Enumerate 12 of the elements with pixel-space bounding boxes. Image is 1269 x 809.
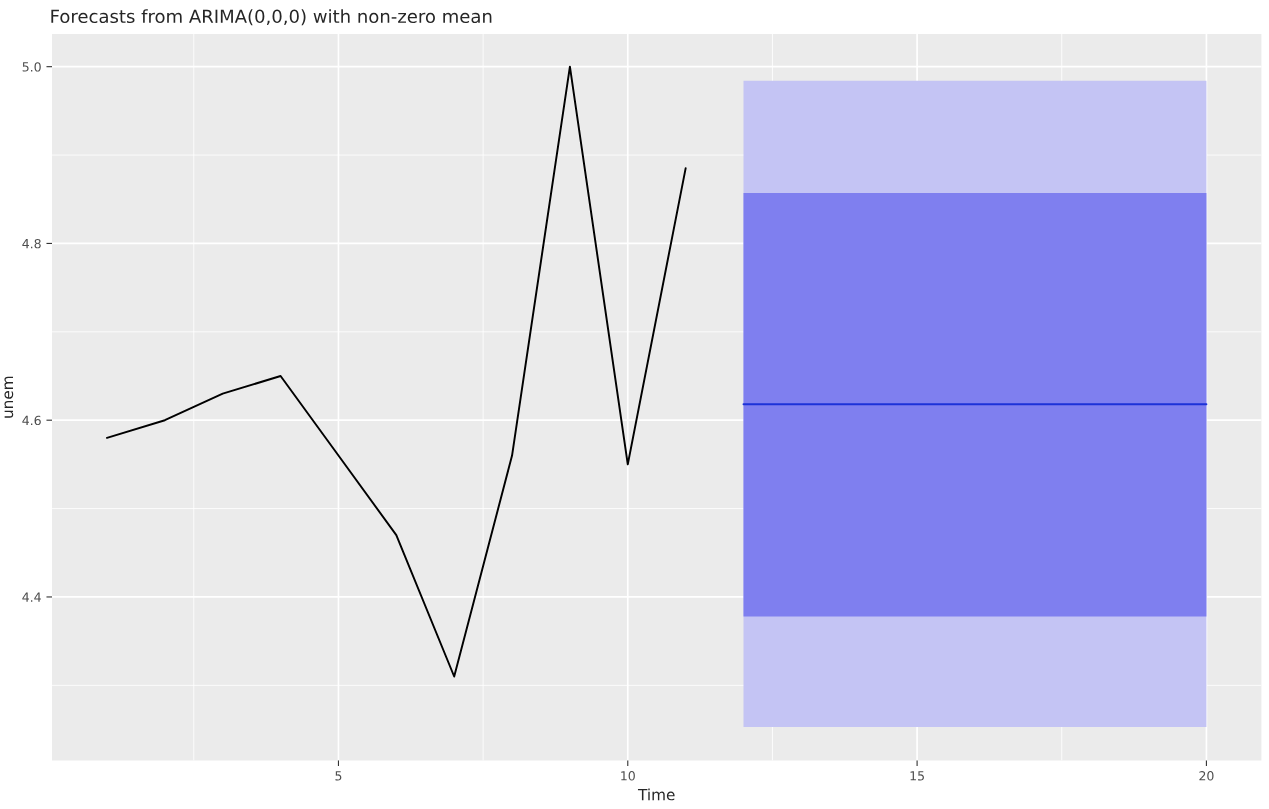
x-axis-title: Time bbox=[637, 788, 675, 801]
y-axis-title: unem bbox=[4, 376, 14, 418]
y-tick-label: 4.8 bbox=[22, 238, 41, 249]
y-tick-label: 5.0 bbox=[22, 62, 41, 72]
x-tick-label: 10 bbox=[621, 771, 635, 781]
x-tick-label: 5 bbox=[335, 771, 342, 781]
y-tick-label: 4.6 bbox=[22, 415, 41, 426]
y-tick-label: 4.4 bbox=[22, 592, 41, 602]
chart-title: Forecasts from ARIMA(0,0,0) with non-zero mean bbox=[51, 9, 492, 26]
x-tick-label: 15 bbox=[910, 771, 924, 781]
x-tick-label: 20 bbox=[1199, 771, 1214, 781]
line-series bbox=[106, 65, 687, 678]
